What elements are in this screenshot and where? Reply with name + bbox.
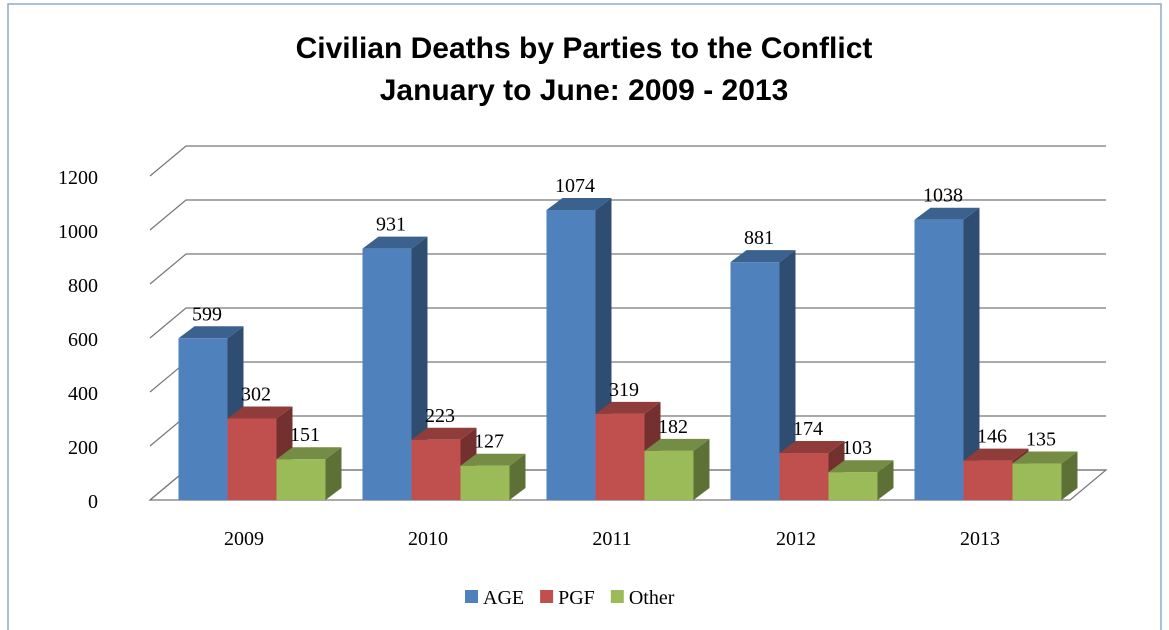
bar <box>546 210 596 500</box>
data-label: 127 <box>474 431 504 453</box>
bar-top <box>828 460 894 473</box>
bar-top <box>963 448 1029 461</box>
grid-line <box>149 199 1106 231</box>
data-label: 1074 <box>555 175 595 197</box>
y-tick-label: 800 <box>68 275 98 297</box>
bar <box>411 439 461 500</box>
bar-top <box>730 250 796 263</box>
bar-top <box>227 406 293 419</box>
grid-line <box>149 253 1106 285</box>
bar <box>828 472 878 500</box>
x-tick-label: 2010 <box>408 528 448 550</box>
y-tick-label: 0 <box>88 491 98 513</box>
bar-side <box>877 460 894 500</box>
y-tick-label: 200 <box>68 437 98 459</box>
data-label: 302 <box>241 383 271 405</box>
bar <box>276 459 326 500</box>
legend-label: Other <box>629 587 675 609</box>
legend-swatch <box>610 590 624 603</box>
x-tick-label: 2011 <box>592 528 631 550</box>
bar <box>178 338 228 500</box>
bar-top <box>546 198 612 211</box>
x-tick-label: 2009 <box>224 528 264 550</box>
y-tick-label: 1200 <box>58 167 98 189</box>
bar <box>1012 463 1062 500</box>
data-label: 182 <box>658 416 688 438</box>
bar-top <box>411 427 477 440</box>
bar-top <box>460 453 526 466</box>
data-label: 599 <box>192 303 222 325</box>
legend-swatch <box>465 590 478 603</box>
y-tick-label: 400 <box>68 383 98 405</box>
bar-side <box>779 250 796 500</box>
bar-side <box>325 447 342 500</box>
data-label: 319 <box>609 379 639 401</box>
bar-side <box>693 438 710 500</box>
legend-label: PGF <box>558 587 595 609</box>
bar <box>460 465 510 500</box>
bar-top <box>362 236 428 249</box>
data-label: 1038 <box>923 185 963 207</box>
legend-swatch <box>540 590 554 603</box>
bar <box>730 262 780 500</box>
bar-top <box>914 207 980 220</box>
x-tick-label: 2013 <box>960 528 1000 550</box>
bar-top <box>178 326 244 339</box>
data-label: 146 <box>977 426 1007 448</box>
bar-top <box>779 441 845 454</box>
data-label: 135 <box>1026 429 1056 451</box>
bar <box>227 418 277 500</box>
bar <box>914 219 964 501</box>
bar-side <box>509 453 526 500</box>
bar <box>644 450 694 500</box>
bar <box>963 460 1013 500</box>
bar-top <box>644 438 710 451</box>
grid-line <box>149 307 1106 339</box>
bar-top <box>595 401 661 414</box>
x-tick-label: 2012 <box>776 528 816 550</box>
y-tick-label: 1000 <box>58 221 98 243</box>
bar <box>779 453 829 500</box>
bar-top <box>1012 451 1078 464</box>
bar-side <box>963 207 980 501</box>
bar <box>362 248 412 500</box>
data-label: 881 <box>744 227 774 249</box>
chart-subtitle: January to June: 2009 - 2013 <box>380 74 789 107</box>
bar-top <box>276 447 342 460</box>
chart-title: Civilian Deaths by Parties to the Confli… <box>296 32 873 65</box>
grid-line <box>149 145 1106 177</box>
data-label: 174 <box>793 418 823 440</box>
bar <box>595 413 645 500</box>
y-tick-label: 600 <box>68 329 98 351</box>
data-label: 931 <box>376 214 406 236</box>
data-label: 151 <box>290 424 320 446</box>
data-label: 223 <box>425 405 455 427</box>
bar-side <box>1061 451 1078 500</box>
legend-label: AGE <box>483 587 524 609</box>
data-label: 103 <box>842 437 872 459</box>
